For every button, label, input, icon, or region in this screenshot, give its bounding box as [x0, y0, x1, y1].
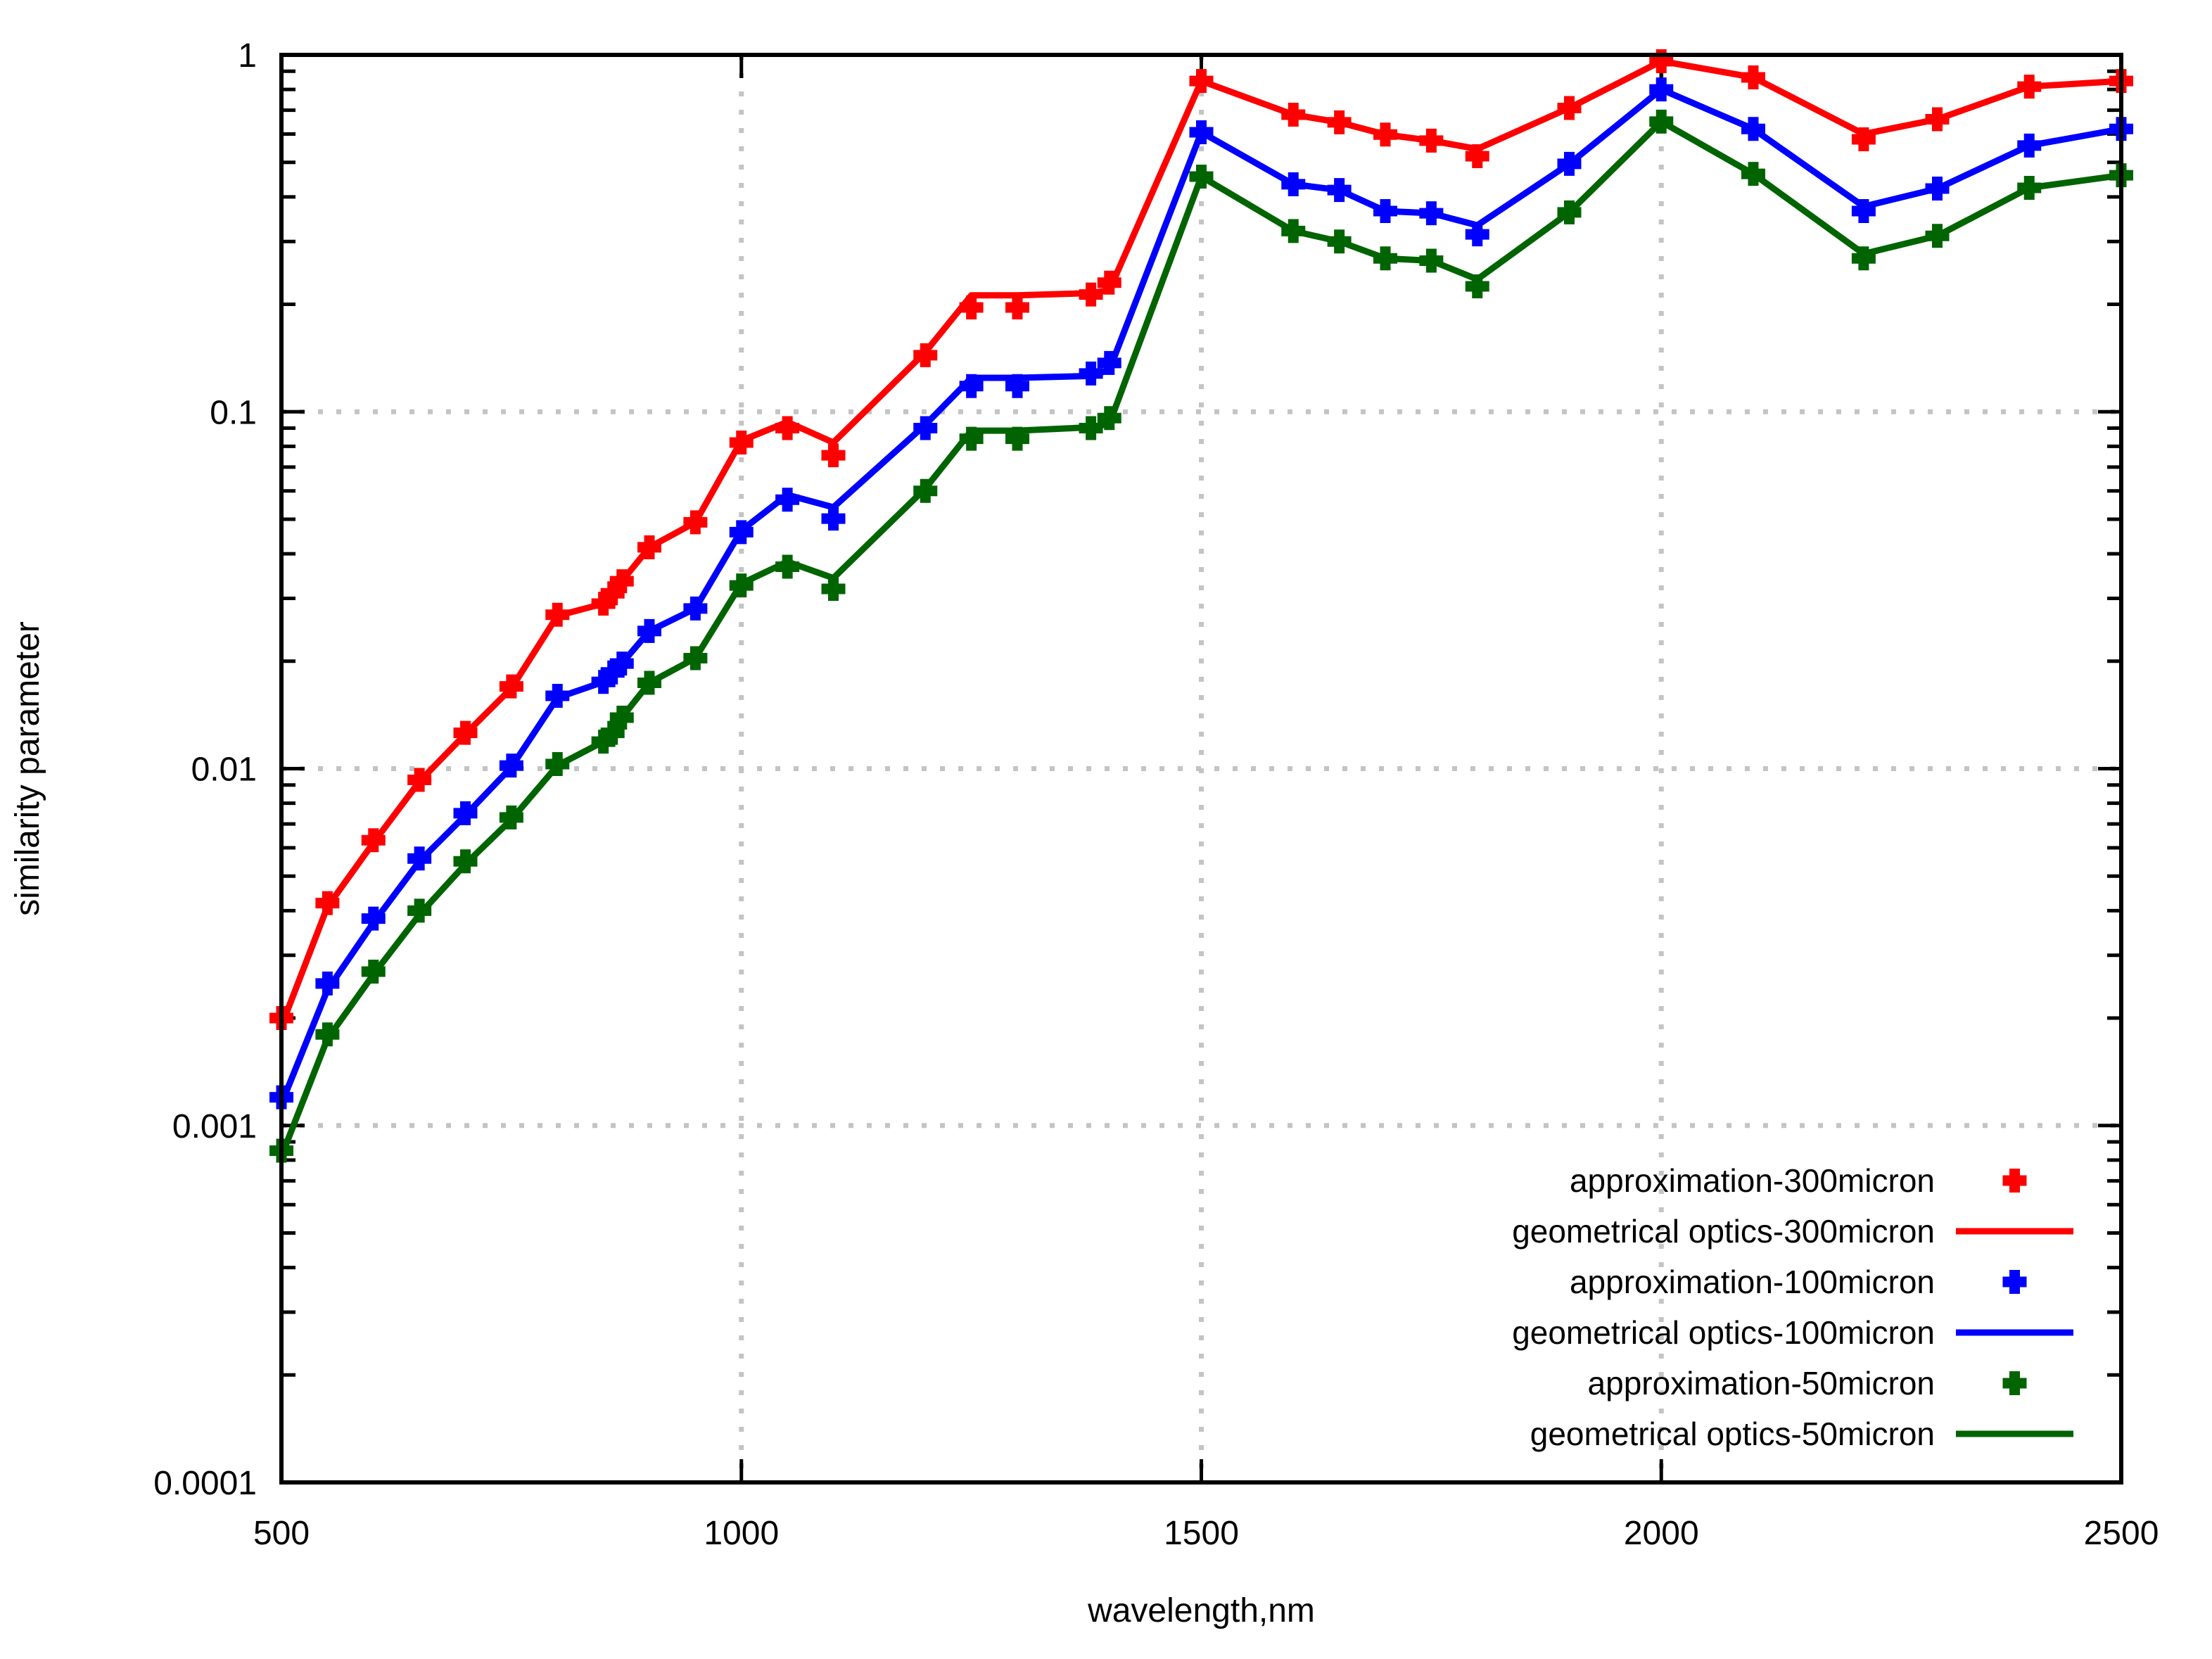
data-point [821, 576, 846, 601]
y-axis-title: similarity parameter [9, 621, 46, 916]
legend: approximation-300micron geometrical optic… [1512, 1162, 2073, 1452]
data-point [315, 971, 340, 996]
legend-row: geometrical optics-50micron [1530, 1416, 2073, 1452]
legend-label: approximation-300micron [1570, 1162, 1935, 1199]
legend-row: approximation-50micron [1588, 1365, 2027, 1401]
data-point [1465, 274, 1489, 298]
x-axis-title: wavelength,nm [1087, 1592, 1315, 1629]
legend-label: geometrical optics-100micron [1512, 1314, 1935, 1351]
x-tick-label: 1000 [704, 1515, 779, 1552]
data-point [775, 416, 800, 440]
y-tick-label: 0.1 [210, 394, 257, 431]
data-point [959, 295, 984, 320]
x-tick-label: 2000 [1624, 1515, 1699, 1552]
legend-row: geometrical optics-100micron [1512, 1314, 2073, 1351]
y-tick-label: 0.01 [191, 751, 257, 789]
data-point [821, 443, 846, 468]
legend-point-sample [2002, 1270, 2027, 1294]
series-group [269, 49, 2133, 1163]
y-tick-label: 0.0001 [153, 1465, 257, 1502]
x-tick-label: 500 [253, 1515, 310, 1552]
series-line-geometrical-optics-300micron [278, 58, 2122, 1027]
series-line-geometrical-optics-50micron [278, 118, 2122, 1158]
data-point [1005, 374, 1029, 398]
data-point [1005, 426, 1029, 451]
data-point [1851, 127, 1876, 152]
data-point [1005, 295, 1029, 320]
gridlines [281, 55, 2121, 1482]
legend-row: approximation-300micron [1570, 1162, 2027, 1199]
data-point [775, 488, 800, 512]
data-point [959, 374, 984, 398]
legend-point-sample [2002, 1371, 2027, 1395]
legend-label: geometrical optics-300micron [1512, 1213, 1935, 1250]
x-tick-label: 1500 [1164, 1515, 1239, 1552]
series-line-geometrical-optics-100micron [278, 86, 2122, 1105]
data-point [1465, 144, 1489, 169]
y-tick-label: 1 [238, 37, 257, 75]
legend-label: geometrical optics-50micron [1530, 1416, 1935, 1452]
data-point [775, 554, 800, 579]
legend-row: geometrical optics-300micron [1512, 1213, 2073, 1250]
axis-ticks [279, 53, 2123, 1485]
data-point [1851, 199, 1876, 224]
data-point [821, 507, 846, 531]
data-point [1465, 222, 1489, 247]
data-point [959, 426, 984, 451]
legend-label: approximation-100micron [1570, 1264, 1935, 1300]
data-point [1851, 246, 1876, 271]
legend-row: approximation-100micron [1570, 1264, 2027, 1300]
legend-label: approximation-50micron [1588, 1365, 1935, 1401]
legend-point-sample [2002, 1169, 2027, 1193]
plot-border [279, 53, 2123, 1485]
y-tick-label: 0.001 [172, 1108, 257, 1145]
tick-labels: 1 0.1 0.01 0.001 0.0001 500 1000 1500 2000 2500 [153, 37, 2159, 1552]
x-tick-label: 2500 [2084, 1515, 2159, 1552]
